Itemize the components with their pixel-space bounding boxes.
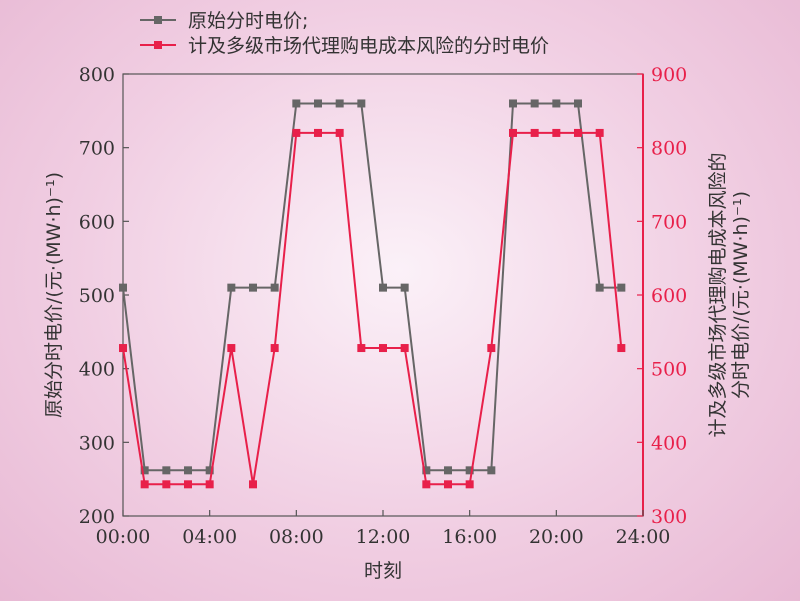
series-1-point — [422, 480, 431, 489]
y-tick-label-left: 700 — [79, 138, 115, 160]
x-tick-label: 12:00 — [356, 526, 411, 548]
y-tick-label-right: 500 — [651, 359, 687, 381]
series-1-point — [335, 128, 344, 137]
x-tick-label: 00:00 — [96, 526, 151, 548]
series-0-point — [119, 283, 127, 292]
series-0-point — [205, 466, 214, 475]
series-1-point — [617, 344, 626, 353]
series-0-point — [617, 283, 626, 292]
y-tick-label-left: 600 — [79, 211, 115, 233]
x-tick-label: 24:00 — [616, 526, 671, 548]
series-0-point — [227, 283, 236, 292]
y-tick-label-right: 900 — [651, 64, 687, 86]
series-1-point — [314, 128, 322, 137]
series-0-point — [487, 466, 496, 475]
series-1-point — [444, 480, 452, 489]
series-1-point — [270, 344, 279, 353]
series-0-point — [335, 99, 344, 108]
y-tick-label-right: 300 — [651, 506, 687, 528]
series-1-point — [595, 128, 604, 137]
y-tick-label-right: 600 — [651, 285, 687, 307]
series-line-0 — [122, 102, 622, 472]
legend-marker-original — [154, 16, 162, 24]
x-tick-label: 04:00 — [182, 526, 237, 548]
y-tick-label-right: 400 — [651, 432, 687, 454]
y-axis-right: 300 400 500 600 700 800 900 — [637, 64, 687, 528]
series-0-point — [379, 283, 387, 292]
y-tick-label-left: 200 — [79, 506, 115, 528]
x-tick-label: 16:00 — [442, 526, 497, 548]
series-0-point — [465, 466, 474, 475]
y-tick-label-left: 300 — [79, 432, 115, 454]
y-axis-title-left: 原始分时电价/(元·(MW·h)⁻¹) — [43, 172, 65, 418]
series-1-point — [184, 480, 192, 489]
series-1-point — [162, 480, 171, 489]
x-tick-label: 08:00 — [269, 526, 324, 548]
series-1-point — [379, 344, 387, 353]
series-0-point — [400, 283, 409, 292]
series-1-point — [552, 128, 561, 137]
x-tick-label: 20:00 — [529, 526, 584, 548]
series-0-point — [552, 99, 561, 108]
series-0-point — [184, 466, 192, 475]
series-0-point — [270, 283, 279, 292]
y-axis-left: 200 300 400 500 600 700 800 — [79, 64, 129, 528]
x-axis-title: 时刻 — [364, 560, 402, 582]
series-1-point — [140, 480, 149, 489]
series-0-point — [314, 99, 322, 108]
series-0-point — [595, 283, 604, 292]
series-1-point — [249, 480, 257, 489]
series-0-point — [162, 466, 171, 475]
series-1-point — [465, 480, 474, 489]
y-tick-label-right: 700 — [651, 211, 687, 233]
legend-label-original: 原始分时电价; — [188, 10, 308, 32]
y-tick-label-right: 800 — [651, 138, 687, 160]
series-line-1 — [122, 131, 623, 486]
series-0-point — [292, 99, 301, 108]
y-tick-label-left: 500 — [79, 285, 115, 307]
series-0-point — [574, 99, 582, 108]
series-1-point — [400, 344, 409, 353]
series-1-point — [357, 344, 366, 353]
series-1-point — [119, 344, 127, 353]
series-0-point — [140, 466, 149, 475]
plot-frame — [122, 73, 644, 517]
series-0-point — [444, 466, 452, 475]
series-1-point — [205, 480, 214, 489]
series-layer — [119, 99, 626, 489]
series-1-point — [530, 128, 539, 137]
legend: 原始分时电价; 计及多级市场代理购电成本风险的分时电价 — [140, 10, 549, 57]
y-tick-label-left: 400 — [79, 359, 115, 381]
series-0-point — [422, 466, 431, 475]
legend-marker-risk — [154, 41, 162, 49]
series-1-point — [574, 128, 582, 137]
y-tick-label-left: 800 — [79, 64, 115, 86]
y-axis-title-right-line1: 计及多级市场代理购电成本风险的 — [707, 152, 729, 437]
series-0-point — [249, 283, 257, 292]
x-axis: 00:00 04:00 08:00 12:00 16:00 20:00 24:00 — [96, 510, 671, 548]
series-1-point — [487, 344, 496, 353]
series-1-point — [227, 344, 236, 353]
series-0-point — [509, 99, 517, 108]
series-1-point — [509, 128, 517, 137]
series-0-point — [530, 99, 539, 108]
series-1-point — [292, 128, 301, 137]
legend-label-risk: 计及多级市场代理购电成本风险的分时电价 — [188, 35, 549, 57]
y-axis-title-right-line2: 分时电价/(元·(MW·h)⁻¹) — [730, 191, 752, 399]
series-0-point — [357, 99, 366, 108]
